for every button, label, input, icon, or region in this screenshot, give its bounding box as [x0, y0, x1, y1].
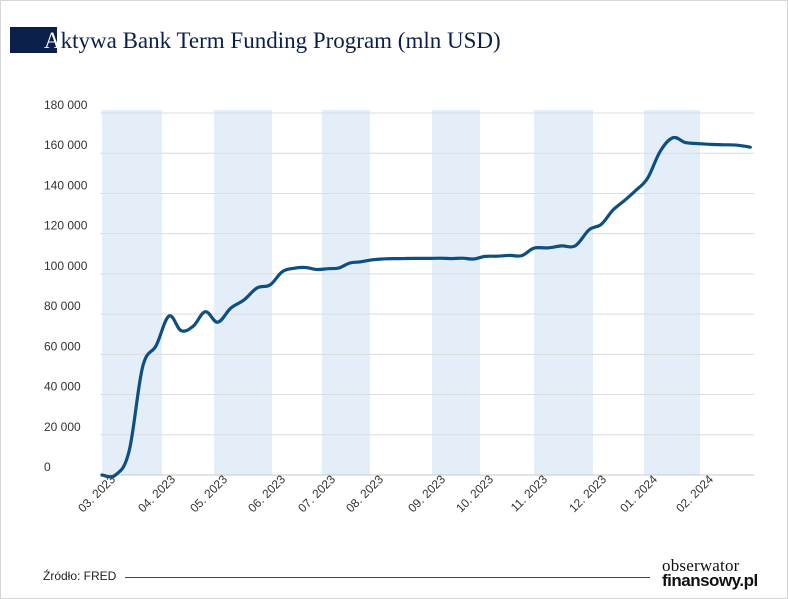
source-divider [125, 577, 650, 578]
grid-lines [100, 112, 754, 476]
y-tick-label: 40 000 [44, 380, 81, 394]
x-tick-label: 11. 2023 [508, 472, 551, 515]
x-tick-label: 10. 2023 [453, 472, 496, 515]
shaded-band [322, 110, 370, 475]
y-tick-label: 180 000 [44, 98, 88, 112]
y-tick-label: 120 000 [44, 219, 88, 233]
y-tick-label: 100 000 [44, 259, 88, 273]
month-bands [102, 110, 700, 475]
shaded-band [534, 110, 593, 475]
x-tick-label: 01. 2024 [617, 472, 660, 515]
shaded-band [644, 110, 700, 475]
y-tick-label: 80 000 [44, 299, 81, 313]
x-tick-label: 08. 2023 [343, 472, 386, 515]
shaded-band [432, 110, 480, 475]
x-tick-label: 06. 2023 [245, 472, 288, 515]
y-tick-label: 0 [44, 460, 51, 474]
series-line [100, 135, 752, 479]
title-accent-block [10, 27, 57, 53]
x-tick-label: 02. 2024 [673, 472, 716, 515]
x-tick-label: 07. 2023 [295, 472, 338, 515]
chart-title-text: Aktywa Bank Term Funding Program (mln US… [44, 28, 501, 54]
logo-line-1: obserwator [662, 556, 740, 575]
y-tick-label: 140 000 [44, 178, 88, 192]
x-tick-label: 03. 2023 [75, 472, 118, 515]
source-note: Źródło: FRED [43, 569, 117, 583]
title-rest: ktywa Bank Term Funding Program (mln USD… [60, 28, 501, 53]
x-tick-label: 05. 2023 [187, 472, 230, 515]
y-tick-label: 160 000 [44, 138, 88, 152]
y-tick-label: 60 000 [44, 339, 81, 353]
shaded-band [214, 110, 272, 475]
logo-line-2: finansowy.pl [662, 571, 758, 590]
series-group [100, 135, 752, 479]
publisher-logo: obserwator finansowy.pl [662, 556, 762, 590]
x-tick-label: 04. 2023 [135, 472, 178, 515]
x-axis-ticks: 03. 2023 04. 2023 05. 2023 06. 2023 07. 2023… [75, 472, 716, 515]
y-tick-label: 20 000 [44, 420, 81, 434]
y-axis-ticks: 0 20 000 40 000 60 000 80 000 100 000 120 000 1… [44, 98, 88, 474]
title-first-letter: A [44, 28, 61, 53]
x-tick-label: 12. 2023 [566, 472, 609, 515]
x-tick-label: 09. 2023 [405, 472, 448, 515]
shaded-band [102, 110, 162, 475]
